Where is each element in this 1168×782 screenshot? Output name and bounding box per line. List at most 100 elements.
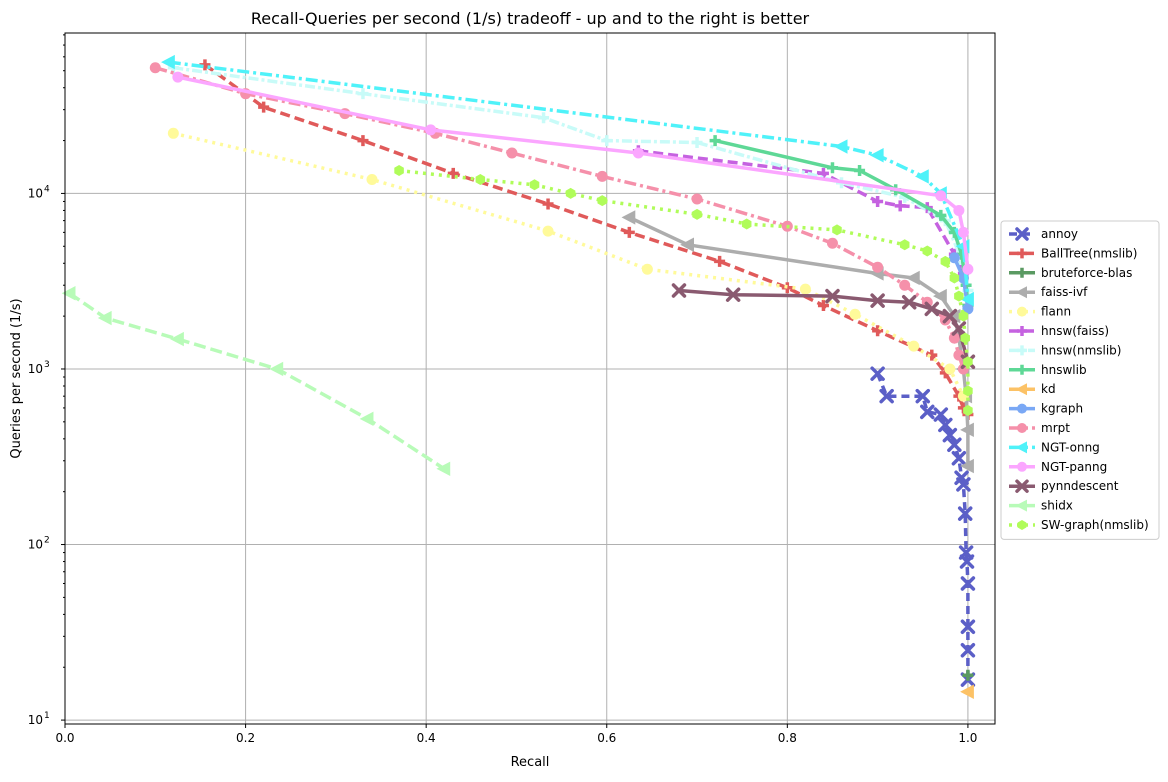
data-point — [529, 179, 540, 191]
legend-label: BallTree(nmslib) — [1041, 246, 1137, 260]
legend-label: annoy — [1041, 227, 1078, 241]
data-point — [394, 165, 404, 177]
series-kd — [960, 684, 974, 699]
data-point — [933, 288, 947, 304]
legend-item-bruteforce-blas: bruteforce-blas — [1009, 266, 1132, 280]
data-point — [953, 204, 965, 216]
data-point — [161, 54, 175, 70]
legend-item-mrpt: mrpt — [1009, 421, 1070, 435]
legend-item-balltree-nmslib: BallTree(nmslib) — [1009, 246, 1137, 260]
y-tick-label: 10 — [28, 713, 43, 727]
series-line-shidx — [68, 291, 446, 471]
data-point — [258, 101, 270, 113]
data-point — [963, 405, 973, 417]
legend-marker — [1015, 479, 1029, 493]
series-mrpt — [149, 62, 969, 375]
legend-label: hnsw(nmslib) — [1041, 343, 1121, 357]
legend-marker — [1015, 227, 1029, 241]
data-point — [922, 245, 933, 257]
legend-label: bruteforce-blas — [1041, 266, 1132, 280]
data-point — [632, 147, 644, 159]
data-point — [596, 170, 608, 182]
data-point — [359, 411, 374, 427]
plot-frame — [64, 32, 996, 725]
data-point — [641, 263, 653, 275]
data-point — [781, 282, 793, 294]
series-bruteforce-blas — [962, 669, 974, 681]
data-point — [832, 224, 842, 236]
data-point — [960, 684, 974, 699]
legend-item-hnswlib: hnswlib — [1009, 363, 1087, 377]
y-tick-exponent: 4 — [44, 184, 50, 194]
y-tick-exponent: 3 — [44, 360, 50, 370]
data-point — [357, 88, 369, 100]
data-point — [854, 165, 866, 177]
series-sw-graph-nmslib — [394, 165, 973, 417]
x-tick-label: 0.2 — [236, 731, 255, 745]
data-point — [944, 363, 956, 375]
legend-item-ngt-panng: NGT-panng — [1009, 460, 1107, 474]
legend-marker — [1017, 403, 1027, 414]
data-point — [946, 308, 961, 324]
x-tick-label: 0.0 — [55, 731, 74, 745]
data-point — [692, 208, 702, 220]
data-point — [957, 506, 973, 521]
data-point — [879, 388, 894, 404]
legend-marker — [1017, 345, 1027, 356]
data-point — [506, 147, 518, 159]
x-tick-label: 0.8 — [778, 731, 797, 745]
legend-label: SW-graph(nmslib) — [1041, 518, 1149, 532]
legend: annoy BallTree(nmslib) bruteforce-blas fais… — [1000, 220, 1160, 540]
data-point — [951, 451, 967, 466]
legend-marker — [1017, 326, 1027, 336]
data-point — [962, 303, 974, 315]
data-point — [817, 167, 829, 179]
grid — [64, 33, 995, 724]
series-shidx — [61, 286, 451, 477]
data-point — [741, 218, 752, 230]
legend-label: shidx — [1041, 499, 1073, 513]
data-point — [962, 263, 974, 275]
legend-item-ngt-onng: NGT-onng — [1009, 440, 1100, 454]
data-point — [725, 287, 741, 302]
legend-marker — [1015, 383, 1027, 396]
legend-label: hnsw(faiss) — [1041, 324, 1109, 338]
data-point — [538, 112, 550, 124]
legend-label: hnswlib — [1041, 363, 1087, 377]
data-point — [960, 642, 976, 658]
legend-label: faiss-ivf — [1041, 285, 1088, 299]
series-pynndescent — [671, 283, 976, 369]
legend-item-flann: flann — [1009, 305, 1071, 319]
y-tick-exponent: 2 — [44, 536, 50, 546]
series-kgraph — [948, 252, 974, 315]
data-point — [425, 124, 437, 136]
legend-marker — [1017, 423, 1027, 433]
data-point — [149, 62, 161, 74]
data-point — [170, 331, 184, 347]
data-point — [97, 310, 112, 326]
data-point — [869, 148, 884, 163]
data-point — [960, 332, 970, 344]
series-annoy — [870, 366, 976, 687]
data-point — [948, 252, 960, 264]
data-point — [542, 225, 554, 237]
legend-box — [1000, 220, 1160, 540]
data-point — [935, 190, 947, 202]
data-point — [940, 255, 951, 267]
legend-item-pynndescent: pynndescent — [1009, 479, 1119, 493]
data-point — [172, 71, 184, 83]
data-point — [601, 135, 613, 147]
legend-marker — [1015, 441, 1027, 454]
data-point — [942, 308, 958, 324]
legend-label: pynndescent — [1041, 479, 1119, 493]
data-point — [933, 407, 949, 422]
series-layer — [61, 54, 976, 699]
legend-item-hnsw-nmslib: hnsw(nmslib) — [1009, 343, 1121, 357]
data-point — [621, 210, 636, 225]
legend-item-kd: kd — [1009, 382, 1056, 396]
legend-marker — [1017, 364, 1027, 375]
series-flann — [167, 127, 969, 402]
data-point — [623, 226, 635, 238]
legend-marker — [1017, 306, 1027, 317]
